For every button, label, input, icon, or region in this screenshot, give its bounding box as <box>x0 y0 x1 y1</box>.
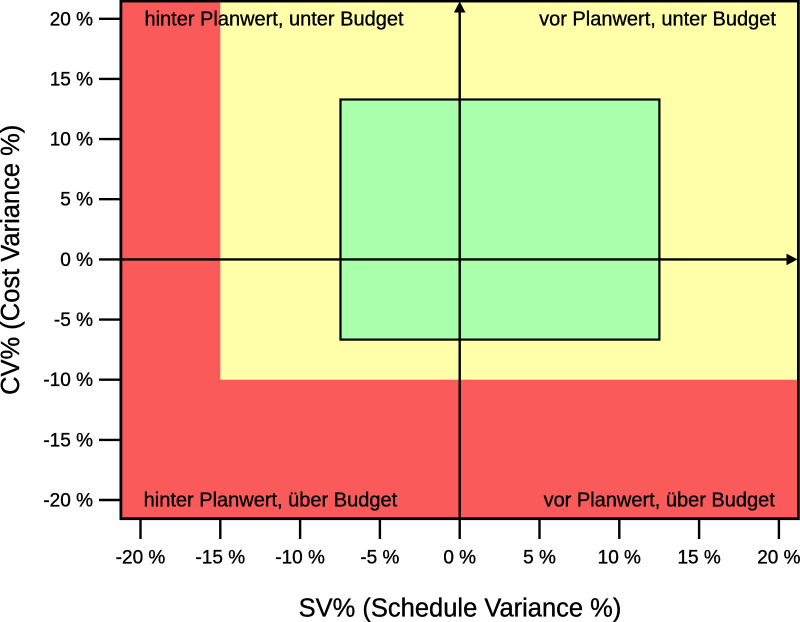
svg-text:hinter Planwert, über Budget: hinter Planwert, über Budget <box>144 489 398 511</box>
svg-text:-20 %: -20 % <box>116 548 166 569</box>
svg-text:-20 %: -20 % <box>43 491 93 512</box>
svg-text:10 %: 10 % <box>598 548 641 569</box>
svg-text:20 %: 20 % <box>50 9 93 30</box>
svg-text:-10 %: -10 % <box>43 370 93 391</box>
svg-text:-15 %: -15 % <box>43 430 93 451</box>
svg-text:-10 %: -10 % <box>275 548 325 569</box>
svg-text:0 %: 0 % <box>443 548 476 569</box>
svg-text:0 %: 0 % <box>60 250 93 271</box>
svg-text:-15 %: -15 % <box>195 548 245 569</box>
svg-text:hinter Planwert, unter Budget: hinter Planwert, unter Budget <box>144 9 403 31</box>
svg-text:vor Planwert, über Budget: vor Planwert, über Budget <box>544 489 776 511</box>
svg-text:5 %: 5 % <box>60 190 93 211</box>
svg-text:5 %: 5 % <box>523 548 556 569</box>
svg-text:15 %: 15 % <box>50 69 93 90</box>
svg-text:-5 %: -5 % <box>360 548 399 569</box>
svg-text:CV% (Cost Variance %): CV% (Cost Variance %) <box>0 125 25 395</box>
svg-text:20 %: 20 % <box>757 548 800 569</box>
svg-text:vor Planwert, unter Budget: vor Planwert, unter Budget <box>539 9 776 31</box>
svg-text:10 %: 10 % <box>50 130 93 151</box>
svg-text:-5 %: -5 % <box>54 310 93 331</box>
svg-text:SV% (Schedule Variance %): SV% (Schedule Variance %) <box>299 594 622 622</box>
svg-text:15 %: 15 % <box>677 548 720 569</box>
